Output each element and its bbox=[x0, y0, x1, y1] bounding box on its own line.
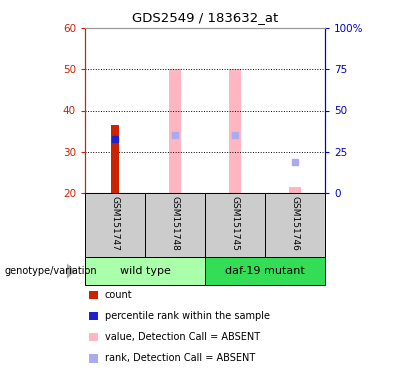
Bar bbox=[229, 69, 241, 193]
Bar bbox=[205, 257, 325, 285]
Text: GSM151748: GSM151748 bbox=[171, 196, 179, 251]
Text: daf-19 mutant: daf-19 mutant bbox=[225, 266, 305, 276]
Polygon shape bbox=[67, 263, 75, 279]
Text: GSM151745: GSM151745 bbox=[231, 196, 239, 251]
Bar bbox=[289, 187, 301, 193]
Text: genotype/variation: genotype/variation bbox=[4, 266, 97, 276]
Bar bbox=[111, 125, 119, 193]
Bar bbox=[205, 193, 265, 257]
Text: percentile rank within the sample: percentile rank within the sample bbox=[105, 311, 270, 321]
Bar bbox=[169, 69, 181, 193]
Title: GDS2549 / 183632_at: GDS2549 / 183632_at bbox=[132, 11, 278, 24]
Text: GSM151746: GSM151746 bbox=[291, 196, 299, 251]
Text: wild type: wild type bbox=[120, 266, 171, 276]
Text: GSM151747: GSM151747 bbox=[110, 196, 120, 251]
Text: value, Detection Call = ABSENT: value, Detection Call = ABSENT bbox=[105, 332, 260, 342]
Bar bbox=[85, 193, 145, 257]
Text: rank, Detection Call = ABSENT: rank, Detection Call = ABSENT bbox=[105, 353, 255, 363]
Bar bbox=[145, 193, 205, 257]
Bar bbox=[85, 257, 205, 285]
Text: count: count bbox=[105, 290, 132, 300]
Bar bbox=[265, 193, 325, 257]
